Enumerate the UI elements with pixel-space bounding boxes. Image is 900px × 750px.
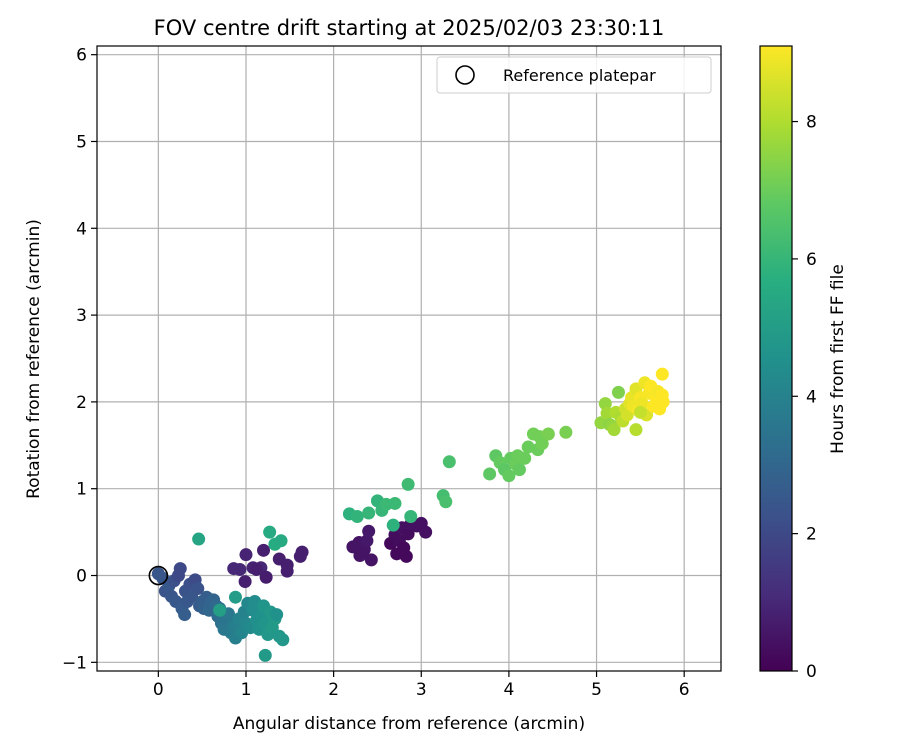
- x-axis-ticks: 0 1 2 3 4 5 6: [153, 671, 690, 700]
- colorbar-ticks: 0 2 4 6 8: [792, 113, 817, 682]
- data-point: [401, 477, 415, 491]
- data-point: [607, 423, 621, 437]
- x-tick-label: 2: [328, 680, 339, 700]
- data-point: [483, 467, 497, 481]
- colorbar-tick-label: 6: [806, 250, 817, 270]
- data-point: [629, 423, 643, 437]
- x-tick-label: 1: [241, 680, 252, 700]
- data-point: [258, 648, 272, 662]
- legend: Reference platepar: [436, 56, 712, 94]
- legend-box: [436, 56, 712, 94]
- colorbar-tick-label: 8: [806, 113, 817, 133]
- data-point: [404, 509, 418, 523]
- data-point: [259, 570, 273, 584]
- data-point: [257, 543, 271, 557]
- data-point: [362, 524, 376, 538]
- data-point: [239, 548, 253, 562]
- data-point: [518, 451, 532, 465]
- y-tick-label: −1: [62, 653, 87, 673]
- y-axis-label: Rotation from reference (arcmin): [24, 219, 44, 499]
- data-point: [350, 509, 364, 523]
- data-point: [419, 525, 433, 539]
- x-tick-label: 5: [591, 680, 602, 700]
- plot-background: [97, 46, 721, 671]
- data-point: [263, 525, 277, 539]
- data-point: [250, 562, 264, 576]
- colorbar-tick-label: 0: [806, 662, 817, 682]
- data-point: [270, 608, 284, 622]
- data-point: [274, 534, 288, 548]
- colorbar-tick-label: 2: [806, 525, 817, 545]
- data-point: [295, 545, 309, 559]
- data-point: [280, 564, 294, 578]
- y-tick-label: 0: [76, 567, 87, 587]
- x-axis-label: Angular distance from reference (arcmin): [233, 714, 585, 734]
- data-point: [233, 562, 247, 576]
- y-tick-label: 6: [76, 46, 87, 66]
- x-tick-label: 4: [503, 680, 514, 700]
- data-point: [192, 532, 206, 546]
- data-point: [512, 463, 526, 477]
- data-point: [364, 553, 378, 567]
- colorbar-tick-label: 4: [806, 387, 817, 407]
- y-tick-label: 3: [76, 306, 87, 326]
- data-point: [238, 575, 252, 589]
- data-point: [228, 590, 242, 604]
- y-tick-label: 2: [76, 393, 87, 413]
- x-tick-label: 3: [416, 680, 427, 700]
- data-point: [541, 427, 555, 441]
- legend-reference-marker: [455, 65, 475, 85]
- data-point: [502, 469, 516, 483]
- data-point: [633, 405, 647, 419]
- data-point: [276, 633, 290, 647]
- data-point: [213, 603, 227, 617]
- data-point: [191, 582, 205, 596]
- legend-entry-label: Reference platepar: [503, 66, 656, 85]
- reference-platepar-marker: [148, 565, 169, 586]
- plot-frame: [96, 45, 722, 672]
- data-point: [173, 562, 187, 576]
- data-point: [362, 506, 376, 520]
- x-tick-label: 0: [153, 680, 164, 700]
- colorbar-gradient: [759, 45, 793, 672]
- data-point: [439, 495, 453, 509]
- data-point: [386, 518, 400, 532]
- data-point: [388, 496, 402, 510]
- plot-area: [96, 45, 722, 672]
- data-point: [559, 425, 573, 439]
- chart-title: FOV centre drift starting at 2025/02/03 …: [154, 16, 665, 40]
- x-tick-label: 6: [679, 680, 690, 700]
- y-tick-label: 5: [76, 132, 87, 152]
- scatter-points: [151, 367, 670, 662]
- data-point: [656, 395, 670, 409]
- data-point: [655, 367, 669, 381]
- data-point: [535, 437, 549, 451]
- y-axis-ticks: −1 0 1 2 3 4 5 6: [62, 46, 97, 673]
- data-point: [399, 549, 413, 563]
- colorbar-label: Hours from first FF file: [828, 264, 848, 454]
- y-tick-label: 1: [76, 480, 87, 500]
- data-point: [442, 455, 456, 469]
- y-tick-label: 4: [76, 219, 87, 239]
- data-point: [178, 608, 192, 622]
- colorbar: 0 2 4 6 8 Hours from first FF file: [759, 45, 848, 682]
- data-point: [611, 385, 625, 399]
